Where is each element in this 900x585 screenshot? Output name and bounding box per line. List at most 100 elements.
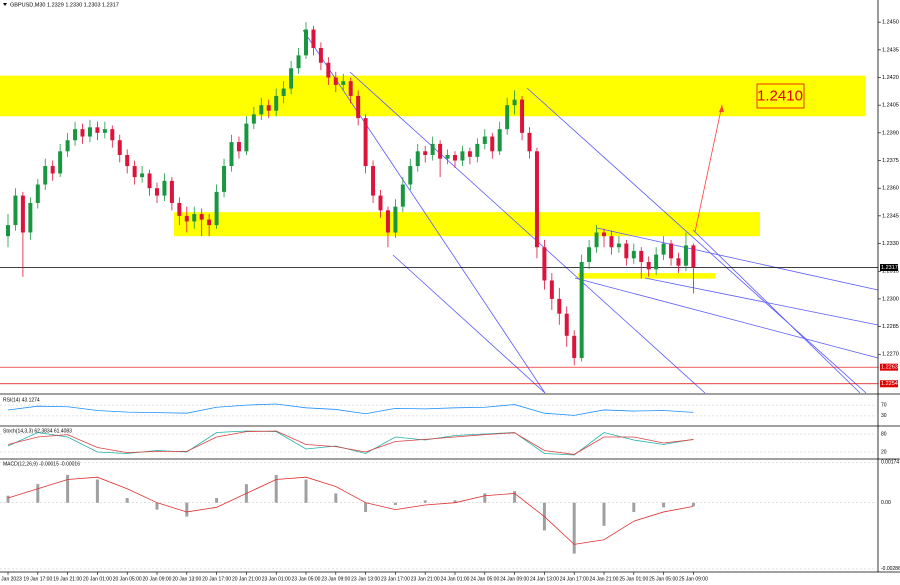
candle-body xyxy=(192,214,197,222)
x-tick-label: 23 Jan 09:00 xyxy=(321,576,350,582)
macd-bar xyxy=(185,502,189,517)
trendline xyxy=(574,277,879,359)
candle-body xyxy=(467,151,472,157)
candle-body xyxy=(304,29,308,56)
candle-body xyxy=(602,232,606,237)
candle-body xyxy=(207,219,212,226)
trendline xyxy=(596,227,879,291)
y-tick-label: 1.2300 xyxy=(882,296,899,302)
x-tick-label: 19 Jan 17:00 xyxy=(23,576,52,582)
macd-bar xyxy=(125,498,129,503)
candle-body xyxy=(453,154,457,161)
x-tick-label: 20 Jan 17:00 xyxy=(202,576,231,582)
candle-body xyxy=(587,247,592,262)
candle-body xyxy=(341,81,346,85)
candle-body xyxy=(80,129,85,137)
y-tick-label: 1.2330 xyxy=(882,241,899,247)
candle-body xyxy=(6,225,10,237)
candle-body xyxy=(35,184,40,203)
candle-body xyxy=(58,151,63,174)
candle-body xyxy=(669,243,674,259)
candle-body xyxy=(661,243,666,255)
candle-body xyxy=(73,129,78,141)
trendline xyxy=(644,277,879,326)
y-tick-label: 0.00 xyxy=(881,500,891,506)
candle-body xyxy=(378,195,383,211)
macd-bar xyxy=(483,493,487,503)
candle-body xyxy=(676,258,681,266)
candle-body xyxy=(326,62,331,78)
x-tick-label: 23 Jan 17:00 xyxy=(381,576,410,582)
candle-body xyxy=(371,166,376,196)
macd-bar xyxy=(691,502,695,507)
candle-body xyxy=(438,143,443,159)
candle-body xyxy=(95,127,100,133)
y-tick-label: 30 xyxy=(881,413,887,419)
candle-body xyxy=(50,166,55,174)
zone xyxy=(578,273,715,279)
candle-body xyxy=(266,105,271,111)
candle-body xyxy=(639,250,644,262)
macd-bar xyxy=(572,502,576,554)
candle-body xyxy=(132,166,137,178)
indicator-line xyxy=(7,403,694,416)
candle-body xyxy=(244,123,249,152)
candle-body xyxy=(408,166,413,185)
x-tick-label: 24 Jan 13:00 xyxy=(530,576,559,582)
x-tick-label: 20 Jan 09:00 xyxy=(143,576,172,582)
candle-body xyxy=(356,95,361,119)
candle-body xyxy=(117,140,122,155)
header-arrow xyxy=(3,3,7,6)
y-tick-label: 20 xyxy=(881,449,887,455)
y-tick-label: 80 xyxy=(881,431,887,437)
candle-body xyxy=(20,195,25,233)
candle-body xyxy=(65,140,70,152)
y-tick-label: 1.2360 xyxy=(882,186,899,192)
level-label-box xyxy=(880,380,898,388)
candle-body xyxy=(683,245,688,266)
x-tick-label: 23 Jan 21:00 xyxy=(411,576,440,582)
y-tick-label: 1.2375 xyxy=(882,158,899,164)
indicator-line xyxy=(7,430,694,455)
candle-body xyxy=(199,214,204,220)
x-tick-label: 20 Jan 01:00 xyxy=(83,576,112,582)
trendline xyxy=(302,29,546,394)
candle-body xyxy=(184,215,189,222)
x-tick-label: 23 Jan 05:00 xyxy=(292,576,321,582)
candle-body xyxy=(616,243,621,248)
x-tick-label: 19 Jan 21:00 xyxy=(53,576,82,582)
x-tick-label: 20 Jan 05:00 xyxy=(113,576,142,582)
y-tick-label: 1.2315 xyxy=(882,269,899,275)
macd-bar xyxy=(393,502,397,505)
macd-bar xyxy=(364,502,368,512)
trendline xyxy=(349,71,706,394)
level-label-box xyxy=(880,264,898,272)
candle-body xyxy=(229,142,234,167)
candle-body xyxy=(400,184,405,207)
x-tick-label: 23 Jan 13:00 xyxy=(351,576,380,582)
candle-body xyxy=(445,154,450,159)
candle-body xyxy=(534,151,539,248)
candle-body xyxy=(222,166,227,192)
candle-body xyxy=(579,262,584,358)
y-tick-label: 1.2435 xyxy=(882,47,899,53)
x-tick-label: 20 Jan 13:00 xyxy=(172,576,201,582)
x-tick-label: 20 Jan 21:00 xyxy=(232,576,261,582)
candle-body xyxy=(236,142,241,152)
candle-body xyxy=(155,188,159,196)
candle-body xyxy=(311,29,316,48)
candle-body xyxy=(497,129,502,152)
macd-bar xyxy=(6,495,10,503)
candle-body xyxy=(594,232,599,248)
candle-body xyxy=(333,77,338,85)
candle-body xyxy=(423,151,428,155)
macd-bar xyxy=(453,500,457,503)
macd-bar xyxy=(66,474,70,503)
x-tick-label: 25 Jan 09:00 xyxy=(679,576,708,582)
candle-body xyxy=(393,206,398,233)
y-tick-label: 1.2270 xyxy=(882,352,899,358)
candle-body xyxy=(147,173,152,189)
annotation-box xyxy=(756,83,805,109)
candle-body xyxy=(460,151,465,161)
